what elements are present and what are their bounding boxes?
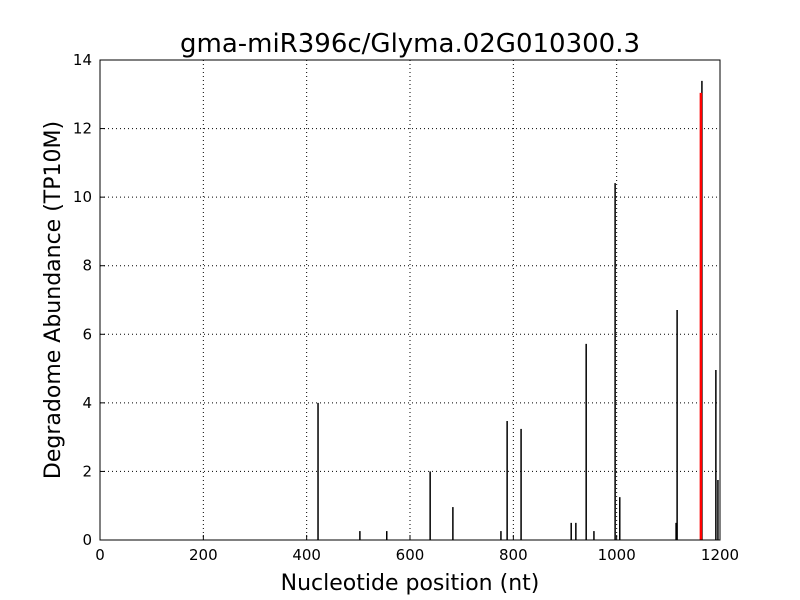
y-axis-label: Degradome Abundance (TP10M) (41, 121, 66, 479)
y-tick-label: 14 (73, 51, 92, 69)
x-tick-label: 400 (292, 546, 321, 564)
x-tick-label: 600 (396, 546, 425, 564)
x-tick-label: 0 (95, 546, 105, 564)
y-tick-label: 2 (82, 462, 92, 480)
y-tick-label: 10 (73, 188, 92, 206)
x-tick-label: 1200 (701, 546, 739, 564)
x-tick-label: 200 (189, 546, 218, 564)
x-tick-label: 1000 (598, 546, 636, 564)
x-tick-label: 800 (499, 546, 528, 564)
x-axis-label: Nucleotide position (nt) (281, 571, 540, 596)
chart-title: gma-miR396c/Glyma.02G010300.3 (180, 29, 640, 59)
y-tick-label: 4 (82, 394, 92, 412)
y-tick-label: 0 (82, 531, 92, 549)
y-tick-label: 6 (82, 325, 92, 343)
y-tick-label: 8 (82, 257, 92, 275)
y-tick-label: 12 (73, 120, 92, 138)
